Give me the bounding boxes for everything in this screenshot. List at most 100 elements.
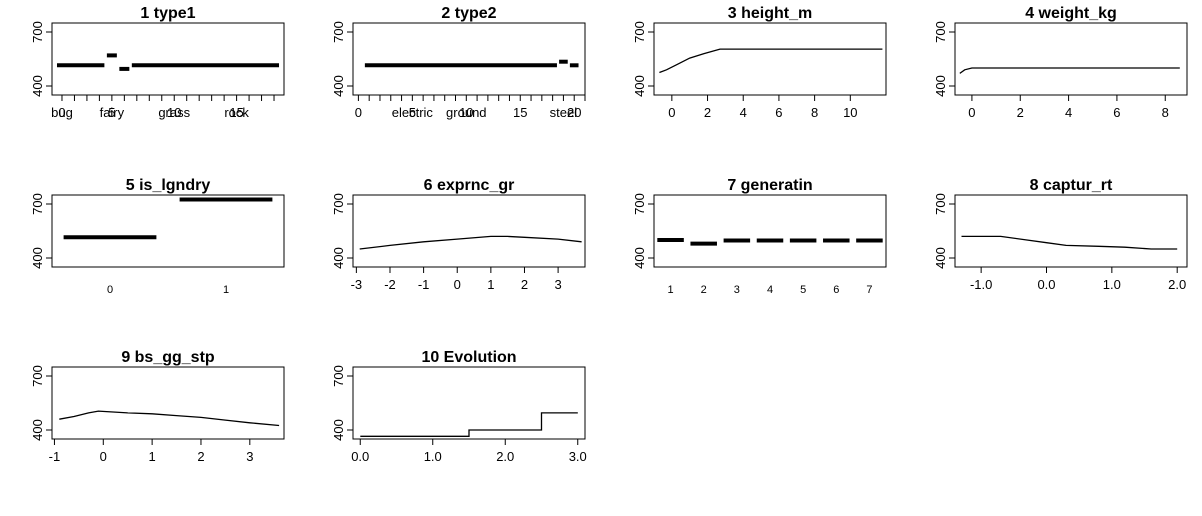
x-tick-label: 0: [968, 105, 975, 120]
y-tick-label: 400: [30, 247, 45, 269]
x-tick-label: 10: [459, 105, 473, 120]
y-tick-label: 700: [632, 21, 647, 43]
panel-5: 5 is_lgndry 400 700 0 1: [0, 172, 300, 344]
panel-10: 10 Evolution 400 700 0.0 1.0 2.0 3.0: [301, 344, 601, 516]
chart-svg-8: 8 captur_rt 400 700 -1.0 0.0 1.0 2.0: [933, 177, 1188, 292]
x-tick-label: 2.0: [1168, 277, 1186, 292]
x-tick-label: -3: [351, 277, 363, 292]
x-tick-label: 0: [355, 105, 362, 120]
x-tick-label: 0.0: [351, 449, 369, 464]
x-tick-label: 6: [833, 284, 839, 296]
x-tick-label: -1: [418, 277, 430, 292]
x-tick-label: 4: [767, 284, 773, 296]
x-tick-label: 3: [734, 284, 740, 296]
panel-4: 4 weight_kg 400 700 0 2 4 6 8: [903, 0, 1202, 172]
x-tick-label: 0: [58, 105, 65, 120]
dependence-line: [360, 412, 578, 437]
y-tick-label: 400: [331, 75, 346, 97]
x-tick-label: 0: [668, 105, 675, 120]
chart-svg-4: 4 weight_kg 400 700 0 2 4 6 8: [933, 5, 1188, 120]
y-tick-label: 400: [933, 247, 948, 269]
x-tick-label: 1: [149, 449, 156, 464]
y-tick-label: 700: [933, 21, 948, 43]
x-tick-label: 6: [1113, 105, 1120, 120]
x-tick-label: 1: [668, 284, 674, 296]
x-tick-label: 1.0: [1103, 277, 1121, 292]
panel-title: 1 type1: [140, 5, 195, 22]
x-tick-label: -1.0: [970, 277, 992, 292]
y-tick-label: 400: [331, 419, 346, 441]
dependence-line: [659, 48, 883, 74]
x-tick-label: electric: [392, 105, 434, 120]
plot-frame: [653, 22, 887, 96]
panel-8: 8 captur_rt 400 700 -1.0 0.0 1.0 2.0: [903, 172, 1202, 344]
x-tick-label: 7: [866, 284, 872, 296]
x-tick-label: 3.0: [569, 449, 587, 464]
chart-svg-9: 9 bs_gg_stp 400 700 -1 0 1 2 3: [30, 349, 285, 464]
panel-title: 3 height_m: [728, 5, 812, 22]
y-tick-label: 700: [30, 365, 45, 387]
x-tick-label: 2: [704, 105, 711, 120]
y-tick-label: 700: [331, 21, 346, 43]
x-tick-label: 5: [108, 105, 115, 120]
x-tick-label: 4: [740, 105, 747, 120]
y-tick-label: 700: [30, 21, 45, 43]
x-tick-label: 5: [800, 284, 806, 296]
chart-svg-10: 10 Evolution 400 700 0.0 1.0 2.0 3.0: [331, 349, 587, 464]
panel-title: 10 Evolution: [421, 349, 516, 366]
x-tick-label: 1: [487, 277, 494, 292]
x-tick-label: 2: [197, 449, 204, 464]
x-tick-label: 5: [409, 105, 416, 120]
dependence-line: [961, 235, 1178, 250]
plot-frame: [352, 22, 586, 96]
x-tick-label: 20: [567, 105, 581, 120]
panel-1: 1 type1 400 700 0 bug fairy 5 grass 10 rock 15: [0, 0, 300, 172]
x-tick-label: 2: [1017, 105, 1024, 120]
x-tick-label: 8: [811, 105, 818, 120]
x-tick-label: 2: [521, 277, 528, 292]
x-tick-label: 1.0: [424, 449, 442, 464]
y-tick-label: 400: [632, 75, 647, 97]
x-tick-label: 0.0: [1037, 277, 1055, 292]
x-tick-label: bug: [51, 105, 73, 120]
y-tick-label: 400: [30, 75, 45, 97]
panel-title: 9 bs_gg_stp: [121, 349, 215, 366]
panel-title: 2 type2: [441, 5, 496, 22]
chart-svg-7: 7 generatin 400 700 1 2 3 4 5 6 7: [632, 177, 887, 296]
x-tick-label: 8: [1162, 105, 1169, 120]
x-tick-label: 3: [554, 277, 561, 292]
y-tick-label: 400: [331, 247, 346, 269]
x-tick-label: 2: [701, 284, 707, 296]
x-tick-label: 1: [223, 284, 229, 296]
plot-frame: [653, 194, 887, 268]
panel-2: 2 type2 400 700 0 electric 5 ground 10 15 steel 20: [301, 0, 601, 172]
panel-title: 7 generatin: [727, 177, 812, 194]
plot-frame: [954, 194, 1188, 268]
x-tick-label: ground: [446, 105, 486, 120]
x-tick-label: 10: [843, 105, 857, 120]
plot-frame: [51, 194, 285, 268]
chart-svg-5: 5 is_lgndry 400 700 0 1: [30, 177, 285, 296]
y-tick-label: 700: [30, 193, 45, 215]
x-tick-label: grass: [158, 105, 190, 120]
dependence-line: [59, 410, 280, 427]
x-tick-label: 0: [107, 284, 113, 296]
x-tick-label: fairy: [100, 105, 125, 120]
panel-7: 7 generatin 400 700 1 2 3 4 5 6 7: [602, 172, 902, 344]
y-tick-label: 400: [933, 75, 948, 97]
y-tick-label: 400: [632, 247, 647, 269]
x-tick-label: 0: [454, 277, 461, 292]
x-tick-label: 15: [513, 105, 527, 120]
plot-frame: [51, 366, 285, 440]
y-tick-label: 700: [331, 365, 346, 387]
chart-svg-3: 3 height_m 400 700 0 2 4 6 8 10: [632, 5, 887, 120]
x-tick-label: 15: [229, 105, 243, 120]
y-tick-label: 700: [933, 193, 948, 215]
y-tick-label: 700: [331, 193, 346, 215]
x-tick-label: 4: [1065, 105, 1072, 120]
panel-title: 8 captur_rt: [1030, 177, 1113, 194]
chart-svg-6: 6 exprnc_gr 400 700 -3 -2 -1 0 1 2 3: [331, 177, 586, 292]
panel-title: 5 is_lgndry: [126, 177, 211, 194]
panel-title: 4 weight_kg: [1025, 5, 1117, 22]
